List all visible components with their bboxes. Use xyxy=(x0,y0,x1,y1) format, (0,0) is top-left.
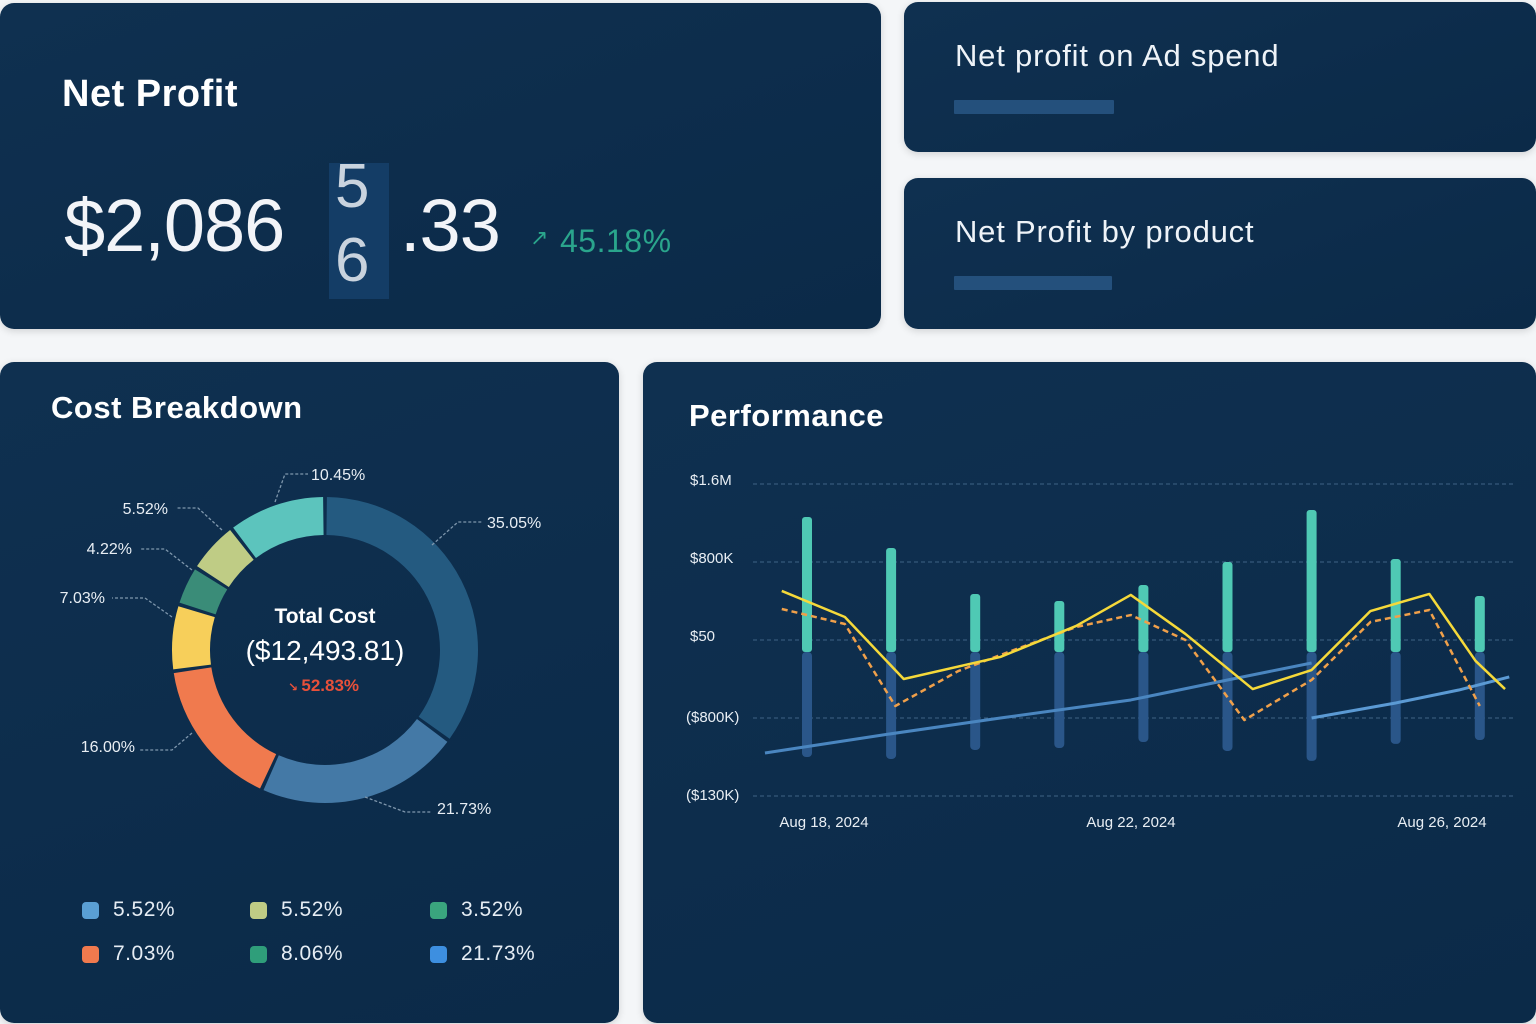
y-tick-label: ($800K) xyxy=(686,709,739,726)
bar-positive xyxy=(886,547,897,652)
bar-negative xyxy=(1222,652,1233,751)
donut-slice xyxy=(326,497,478,739)
performance-chart: $1.6M $800K $50 ($800K) ($130K) Aug 18, 2024 A… xyxy=(686,472,1513,831)
donut-slice xyxy=(173,667,277,789)
cost-breakdown-title: Cost Breakdown xyxy=(51,390,303,425)
slice-label: 10.45% xyxy=(311,467,365,484)
net-profit-change: 45.18% xyxy=(560,223,672,259)
legend-item: 3.52% xyxy=(430,898,523,922)
donut-slice xyxy=(197,529,254,587)
slice-label: 21.73% xyxy=(437,801,491,818)
legend-swatch xyxy=(250,901,267,919)
series-line xyxy=(781,607,1481,722)
legend-label: 21.73% xyxy=(461,942,536,965)
legend-item: 8.06% xyxy=(250,942,343,966)
donut-slice xyxy=(263,719,448,803)
net-profit-card: Net Profit $2,086 5 6 .33 ↗ 45.18% xyxy=(0,3,881,329)
leader-line xyxy=(431,521,482,546)
donut-center-change-value: 52.83% xyxy=(301,676,360,695)
product-card[interactable]: Net Profit by product xyxy=(904,178,1536,329)
loading-placeholder xyxy=(954,276,1112,290)
arrow-down-icon: ↘ xyxy=(288,680,302,694)
slice-label: 5.52% xyxy=(123,501,168,518)
leader-line xyxy=(364,796,432,813)
bar-positive xyxy=(1390,558,1401,652)
legend-swatch xyxy=(82,901,99,919)
legend-swatch xyxy=(430,945,447,963)
series-line xyxy=(764,661,1312,755)
roll-digit-top: 5 xyxy=(335,163,370,221)
x-tick-label: Aug 22, 2024 xyxy=(1086,814,1175,831)
leader-line xyxy=(112,597,173,618)
rolling-digit: 5 6 xyxy=(329,163,389,299)
roll-digit-bottom: 6 xyxy=(335,226,370,295)
net-profit-value: $2,086 xyxy=(64,184,285,267)
legend-label: 8.06% xyxy=(281,942,344,965)
legend-label: 5.52% xyxy=(113,898,176,921)
bar-positive xyxy=(1222,562,1233,652)
leader-line xyxy=(140,732,193,751)
product-title: Net Profit by product xyxy=(955,214,1255,249)
ad-spend-card[interactable]: Net profit on Ad spend xyxy=(904,2,1536,152)
leader-line xyxy=(140,548,193,571)
slice-label: 7.03% xyxy=(60,590,105,607)
legend-item: 7.03% xyxy=(82,942,175,966)
y-tick-label: $50 xyxy=(690,628,715,645)
donut-slice xyxy=(179,569,228,615)
x-tick-label: Aug 18, 2024 xyxy=(779,814,868,831)
slice-label: 35.05% xyxy=(487,515,541,532)
donut-slice xyxy=(172,606,215,670)
legend-label: 3.52% xyxy=(461,898,524,921)
series-line xyxy=(781,589,1506,691)
x-tick-label: Aug 26, 2024 xyxy=(1397,814,1486,831)
arrow-up-right-icon: ↗ xyxy=(530,225,549,250)
net-profit-title: Net Profit xyxy=(62,73,238,115)
legend-label: 7.03% xyxy=(113,942,176,965)
legend-label: 5.52% xyxy=(281,898,344,921)
donut-center-label: Total Cost xyxy=(274,605,376,628)
bar-negative xyxy=(802,652,812,757)
y-tick-label: $1.6M xyxy=(690,472,732,489)
donut-slice xyxy=(233,497,324,559)
ad-spend-title: Net profit on Ad spend xyxy=(955,38,1280,73)
bar-positive xyxy=(1474,596,1485,652)
bar-negative xyxy=(1390,652,1401,744)
bar-positive xyxy=(802,516,812,652)
bar-positive xyxy=(970,593,981,652)
slice-label: 4.22% xyxy=(87,541,132,558)
performance-title: Performance xyxy=(689,398,885,433)
legend-item: 21.73% xyxy=(430,942,535,966)
legend-swatch xyxy=(82,945,99,963)
bar-negative xyxy=(1474,652,1485,741)
legend-swatch xyxy=(250,945,267,963)
legend-item: 5.52% xyxy=(82,898,175,922)
leader-line xyxy=(274,473,308,503)
legend-swatch xyxy=(430,901,447,919)
donut-center-change: ↘ 52.83% xyxy=(288,676,359,696)
legend-item: 5.52% xyxy=(250,898,343,922)
performance-card: Performance $1.6M $800K $50 ($800K) ($130K) A… xyxy=(643,362,1536,1023)
bar-positive xyxy=(1306,510,1317,652)
cost-breakdown-card: Cost Breakdown 35.05% 21.73% 16.00% 7.03% 4.… xyxy=(0,362,619,1023)
bar-negative xyxy=(970,652,981,750)
net-profit-cents: .33 xyxy=(400,184,501,267)
slice-label: 16.00% xyxy=(81,739,135,756)
donut-center-value: ($12,493.81) xyxy=(245,635,405,666)
leader-line xyxy=(176,507,223,531)
y-tick-label: $800K xyxy=(690,550,733,567)
series-line xyxy=(1311,675,1510,720)
loading-placeholder xyxy=(954,100,1114,114)
bar-negative xyxy=(1054,652,1065,749)
y-tick-label: ($130K) xyxy=(686,787,739,804)
donut-chart: 35.05% 21.73% 16.00% 7.03% 4.22% 5.52% 10.45% xyxy=(60,467,542,818)
bar-positive xyxy=(1054,601,1065,652)
